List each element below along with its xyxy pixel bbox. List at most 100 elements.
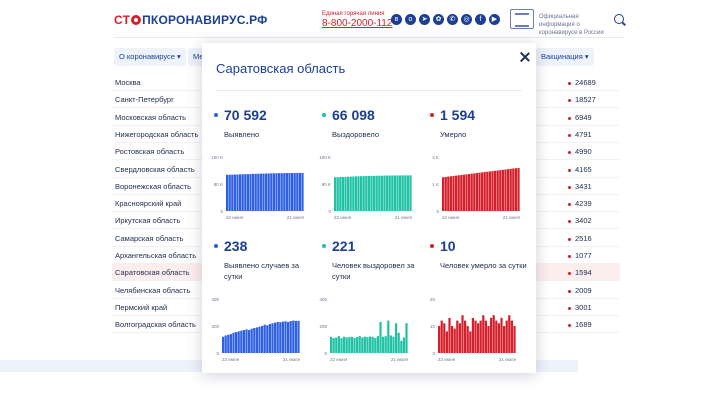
chart-bar bbox=[500, 317, 503, 353]
chart-bar bbox=[482, 315, 485, 353]
hotline-number-link[interactable]: 8-800-2000-112 bbox=[322, 18, 393, 29]
instagram-icon[interactable]: ◎ bbox=[461, 14, 472, 25]
y-tick-label: 200 bbox=[211, 324, 219, 329]
chart-bar bbox=[360, 176, 363, 211]
chart-bar bbox=[354, 176, 357, 211]
chart-bar bbox=[496, 170, 499, 211]
region-deaths-value: 4791 bbox=[568, 126, 592, 143]
chart-bar bbox=[466, 326, 469, 353]
chart-bar bbox=[285, 173, 288, 211]
chart-bar bbox=[468, 174, 471, 211]
chart-bar bbox=[512, 168, 515, 211]
chart-bar bbox=[464, 320, 467, 353]
chart-bar bbox=[265, 173, 268, 211]
chart-bar bbox=[448, 317, 451, 353]
y-tick-label: 400 bbox=[319, 297, 327, 302]
y-tick-label: 0 bbox=[432, 351, 435, 356]
region-deaths-value: 24689 bbox=[568, 74, 596, 91]
chart-bar bbox=[477, 323, 480, 353]
region-name: Московская область bbox=[115, 113, 186, 122]
blue-dot-icon bbox=[214, 244, 218, 248]
chart-bar bbox=[357, 176, 360, 211]
y-tick-label: 100 K bbox=[319, 155, 331, 160]
stat-daily-recovered: 221 Человек выздоровел за сутки bbox=[322, 238, 422, 282]
region-name: Самарская область bbox=[115, 234, 184, 243]
chart-bar bbox=[465, 174, 468, 211]
region-name: Челябинская область bbox=[115, 286, 191, 295]
red-dot-icon bbox=[430, 113, 434, 117]
chart-bar bbox=[505, 320, 508, 353]
chart-bar bbox=[356, 337, 359, 353]
facebook-icon[interactable]: f bbox=[475, 14, 486, 25]
telegram-icon[interactable]: ➤ bbox=[419, 14, 430, 25]
chart-bar bbox=[457, 175, 460, 211]
viber-icon[interactable]: ✆ bbox=[447, 14, 458, 25]
stat-died: 1 594 Умерло bbox=[430, 107, 530, 140]
search-icon[interactable] bbox=[614, 14, 624, 24]
chart-bar bbox=[258, 326, 261, 353]
chart-bar bbox=[341, 176, 344, 211]
chart-bar bbox=[495, 320, 498, 353]
chart-daily-detected: 400 200 0 22 июня 21 июля bbox=[204, 293, 304, 365]
y-tick-label: 0 bbox=[328, 209, 331, 214]
tab-vaccination[interactable]: Вакцинация ▾ bbox=[536, 48, 594, 66]
chart-bar bbox=[382, 336, 385, 353]
region-deaths-value: 3001 bbox=[568, 299, 592, 316]
chart-bar bbox=[257, 173, 260, 211]
chart-bar bbox=[279, 322, 282, 353]
chart-bar bbox=[339, 177, 342, 211]
chart-bar bbox=[452, 175, 455, 211]
chart-bar bbox=[499, 170, 502, 211]
y-tick-label: 20 bbox=[430, 297, 436, 302]
y-tick-label: 80 K bbox=[214, 182, 223, 187]
region-name: Свердловская область bbox=[115, 165, 195, 174]
chart-bar bbox=[396, 175, 399, 211]
region-name: Пермский край bbox=[115, 303, 168, 312]
site-logo[interactable]: СТ ПКОРОНАВИРУС.РФ bbox=[114, 13, 268, 27]
vk-icon[interactable]: в bbox=[391, 14, 402, 25]
chart-bar bbox=[374, 338, 377, 353]
ok-icon[interactable]: о bbox=[405, 14, 416, 25]
chart-bar bbox=[353, 337, 356, 353]
chart-bar bbox=[228, 174, 231, 211]
chart-bar bbox=[402, 337, 405, 353]
chart-bar bbox=[343, 336, 346, 353]
close-icon[interactable] bbox=[519, 51, 531, 63]
chart-bar bbox=[255, 327, 258, 353]
virus-icon bbox=[131, 15, 142, 25]
chart-bar bbox=[349, 176, 352, 211]
odnoklassniki-icon[interactable]: ✿ bbox=[433, 14, 444, 25]
chart-daily-died: 20 10 0 22 июня 21 июля bbox=[420, 293, 520, 365]
chart-bar bbox=[291, 172, 294, 211]
chart-bar bbox=[332, 338, 335, 353]
chart-bar bbox=[367, 175, 370, 211]
chart-bar bbox=[399, 175, 402, 211]
chart-bar bbox=[249, 174, 252, 211]
chart-bar bbox=[490, 317, 493, 353]
stat-died-value: 1 594 bbox=[440, 107, 476, 123]
x-tick-label: 22 июня bbox=[438, 357, 456, 362]
chart-bar bbox=[479, 320, 482, 353]
chart-bar bbox=[443, 323, 446, 353]
chart-bar bbox=[222, 336, 225, 353]
chart-bar bbox=[330, 336, 333, 353]
chart-bar bbox=[384, 336, 387, 354]
youtube-icon[interactable]: ▶ bbox=[489, 14, 500, 25]
chart-bar bbox=[469, 331, 472, 353]
chart-bar bbox=[369, 336, 372, 353]
y-tick-label: 200 bbox=[319, 324, 327, 329]
tab-about-coronavirus[interactable]: О коронавирусе ▾ bbox=[114, 48, 186, 66]
chart-bar bbox=[246, 174, 249, 211]
chart-bar bbox=[261, 326, 264, 353]
region-name: Ростовская область bbox=[115, 147, 185, 156]
stat-detected-label: Выявлено bbox=[224, 130, 260, 139]
chart-bar bbox=[358, 336, 361, 354]
chart-bar bbox=[334, 177, 337, 211]
chart-bar bbox=[335, 337, 338, 353]
chart-bar bbox=[236, 174, 239, 211]
chart-bar bbox=[336, 177, 339, 211]
chart-bar bbox=[252, 173, 255, 211]
chart-bar bbox=[231, 174, 234, 211]
region-deaths-value: 3431 bbox=[568, 178, 592, 195]
chart-bar bbox=[514, 168, 517, 211]
